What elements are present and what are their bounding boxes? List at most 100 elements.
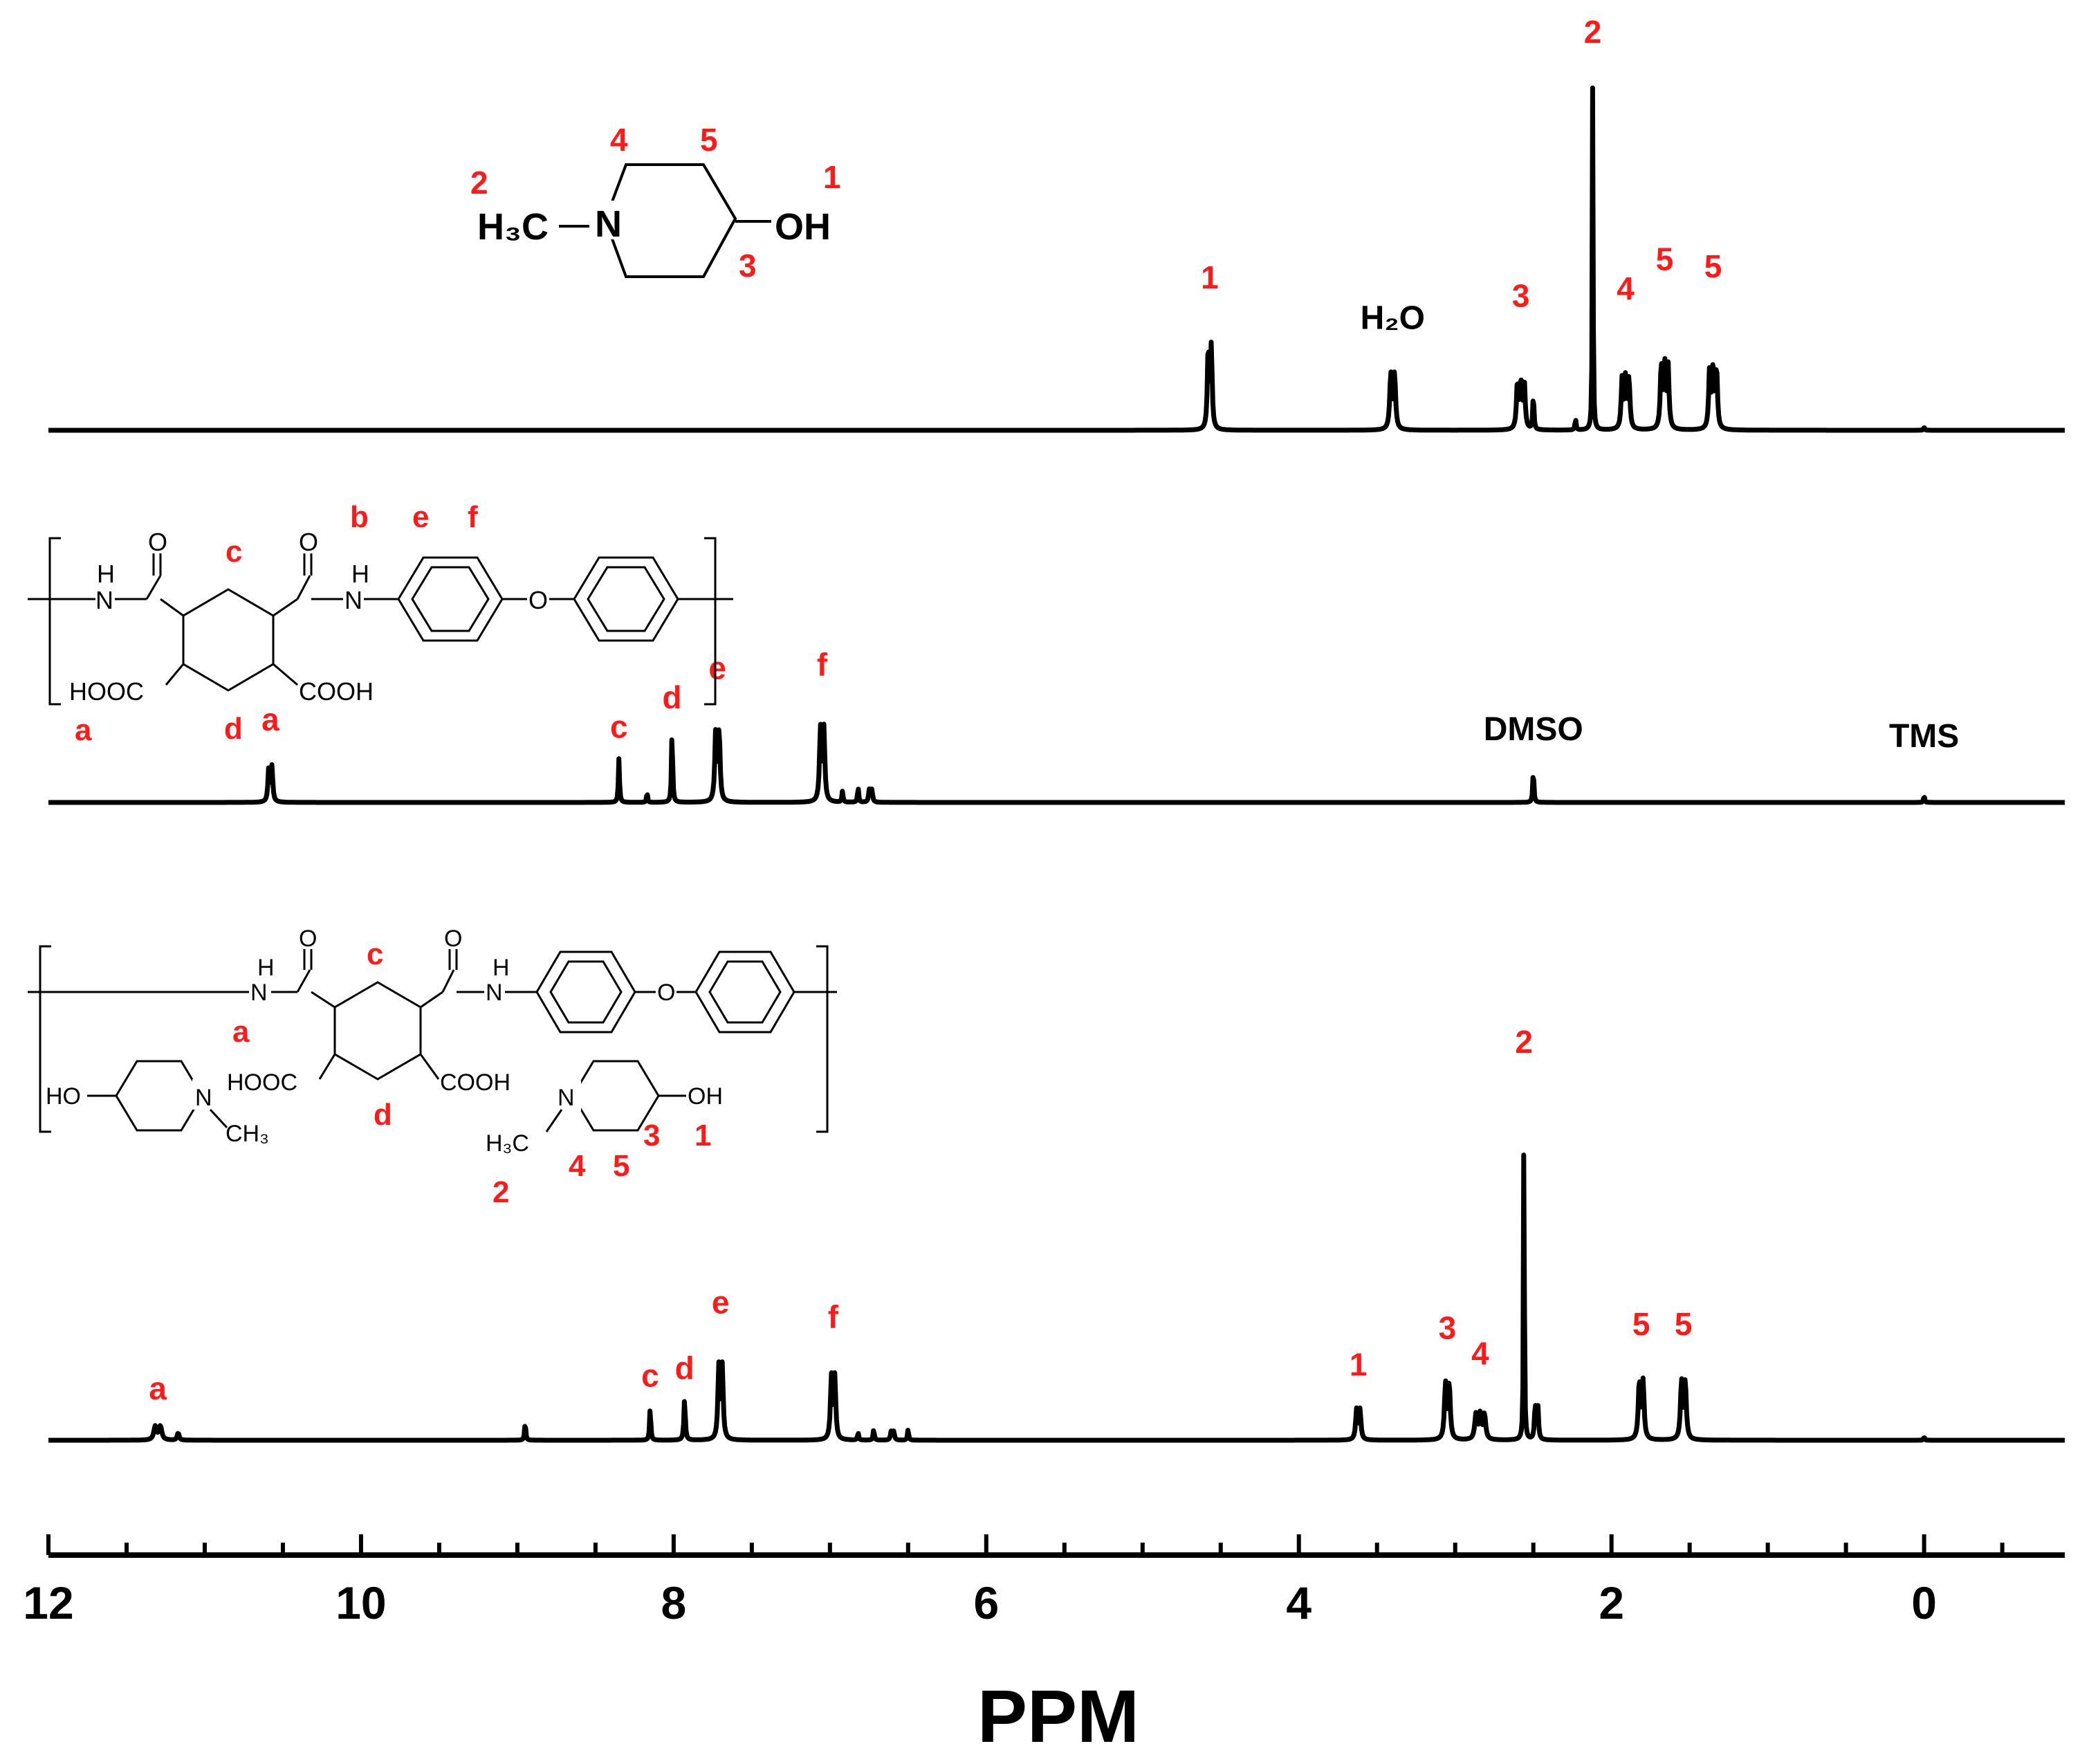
phenyl-2-inner-salt <box>708 960 782 1024</box>
central-ring-salt <box>333 981 422 1081</box>
label-d-salt: d <box>374 1098 392 1132</box>
cooh-group: COOH <box>299 677 374 706</box>
label-e: e <box>412 500 429 534</box>
peak-label-1-10: TMS <box>1889 718 1959 755</box>
ring-left-salt <box>311 991 335 1009</box>
ether-o: O <box>528 586 548 614</box>
peak-label-2-13: 4 <box>1471 1336 1489 1372</box>
peak-label-2-14: 2 <box>1515 1024 1533 1060</box>
n-atom: N <box>595 203 622 245</box>
n-right: N <box>558 1085 575 1111</box>
peak-label-2-11: 1 <box>1350 1346 1368 1382</box>
label-2: 2 <box>470 165 488 201</box>
peak-label-2-0: a <box>149 1370 167 1406</box>
cooh-bond-left <box>165 663 185 686</box>
phenyl-ring-1 <box>397 556 504 642</box>
peak-label-2-3: c <box>641 1357 659 1393</box>
label-4-salt: 4 <box>569 1149 586 1183</box>
phenyl-ring-2-inner <box>587 566 665 632</box>
peak-label-0-1: H₂O <box>1361 300 1425 336</box>
label-5: 5 <box>700 122 718 158</box>
peak-label-1-3: d <box>663 679 682 715</box>
nh-n-right: N <box>344 586 362 614</box>
cooh-left-bond-salt <box>318 1054 336 1080</box>
peak-label-1-9: DMSO <box>1484 711 1583 748</box>
peak-label-1-5: f <box>817 646 828 682</box>
n-methyl-right-bond <box>545 1109 563 1132</box>
carbonyl-bond-left <box>145 575 162 600</box>
hooc-salt: HOOC <box>227 1069 297 1096</box>
ho-left: HO <box>46 1083 81 1110</box>
structure-paa-salt: H N O O H N O HOOC COOH HO N <box>28 926 837 1209</box>
ch3-group: H₃C <box>477 206 549 248</box>
nh-h-salt: H <box>257 955 275 981</box>
spectrum-top <box>46 85 2067 433</box>
x-tick-label: 2 <box>1599 1577 1624 1628</box>
oh-right: OH <box>688 1083 723 1110</box>
ch3-left: CH₃ <box>226 1121 269 1147</box>
label-b: b <box>350 500 369 534</box>
nh-h-right: H <box>351 560 369 588</box>
label-c-salt: c <box>367 937 383 971</box>
spectrum-bottom <box>46 1152 2067 1443</box>
phenyl-ring-1-inner <box>411 566 490 632</box>
o-right: O <box>299 528 318 556</box>
o-left-salt: O <box>299 926 317 952</box>
nh-n-salt: N <box>250 980 268 1006</box>
nh-n: N <box>95 586 113 614</box>
label-1: 1 <box>823 159 841 195</box>
spectrum-line-0 <box>46 85 2067 433</box>
right-bracket <box>704 537 717 706</box>
co-bond-left-salt <box>296 969 311 993</box>
nh-h-right-salt: H <box>493 955 510 981</box>
left-bracket-salt <box>39 945 51 1133</box>
peak-label-1-1: c <box>610 708 628 744</box>
x-tick-label: 4 <box>1286 1577 1311 1628</box>
peak-label-1-0: a <box>261 701 279 737</box>
hooc-group: HOOC <box>69 677 144 706</box>
peak-label-0-2: 3 <box>1512 278 1530 314</box>
label-d: d <box>224 712 243 746</box>
n-left: N <box>195 1085 212 1111</box>
ether-o-salt: O <box>657 980 675 1006</box>
x-axis-label: PPM <box>977 1674 1139 1758</box>
peak-label-0-5: 2 <box>1584 14 1602 50</box>
peak-label-2-4: d <box>675 1350 694 1386</box>
peak-label-0-8: 5 <box>1704 248 1722 284</box>
structure-polyamic-acid: H N O O H N O HOOC COOH c b e f a d <box>28 500 733 747</box>
peak-label-2-12: 3 <box>1439 1310 1457 1345</box>
peak-label-0-6: 4 <box>1617 270 1635 306</box>
cooh-right-bond-salt <box>419 1054 440 1080</box>
x-tick-label: 12 <box>23 1577 73 1628</box>
phenyl-1-inner-salt <box>549 960 623 1024</box>
phenyl-ring-2 <box>573 556 679 642</box>
x-ticks: 12 10 8 6 4 2 0 <box>23 1534 2005 1628</box>
label-1-salt: 1 <box>694 1119 711 1152</box>
oh-group: OH <box>775 206 831 248</box>
cooh-salt: COOH <box>440 1069 510 1096</box>
label-a-salt: a <box>232 1015 250 1049</box>
nh-n-right-salt: N <box>486 980 503 1006</box>
label-3: 3 <box>739 248 757 284</box>
peak-label-0-0: 1 <box>1201 259 1219 295</box>
label-3-salt: 3 <box>643 1119 660 1152</box>
right-bracket-salt <box>816 945 829 1133</box>
nh-h: H <box>97 560 115 588</box>
label-a: a <box>75 713 92 747</box>
x-axis: 12 10 8 6 4 2 0 PPM <box>23 1534 2065 1758</box>
ring-bond-left <box>160 598 184 617</box>
h3c-right: H₃C <box>486 1130 529 1157</box>
o-left: O <box>148 528 167 556</box>
peak-label-2-5: e <box>712 1284 730 1320</box>
left-bracket <box>48 537 61 706</box>
x-tick-label: 6 <box>973 1577 999 1628</box>
cooh-bond-right <box>273 663 298 686</box>
x-tick-label: 8 <box>661 1577 687 1628</box>
peak-label-2-6: f <box>828 1299 839 1335</box>
n-methyl-left-bond <box>209 1108 228 1129</box>
piperidinium-left <box>115 1060 203 1132</box>
ring-bond-right <box>273 598 298 617</box>
spectrum-line-1 <box>46 722 2067 805</box>
label-c: c <box>226 535 242 569</box>
